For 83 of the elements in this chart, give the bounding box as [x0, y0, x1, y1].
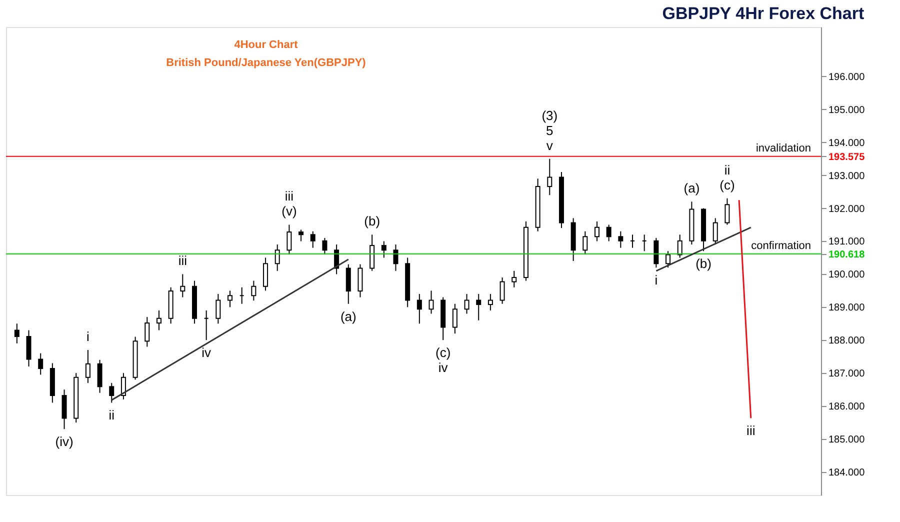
- candlestick: [500, 276, 505, 304]
- y-tick-label: 194.000: [828, 138, 866, 149]
- candlestick: [512, 270, 517, 288]
- candlestick: [464, 293, 470, 314]
- candlestick: [654, 237, 659, 268]
- candlestick: [712, 218, 718, 246]
- candlestick: [62, 389, 67, 430]
- y-tick-label: 186.000: [828, 402, 866, 413]
- candlestick: [120, 372, 126, 400]
- annotation: (v): [282, 204, 297, 219]
- annotation: (a): [684, 180, 700, 196]
- y-tick-label: 188.000: [828, 336, 866, 347]
- chart-title: GBPJPY 4Hr Forex Chart: [662, 4, 864, 23]
- candlestick: [452, 303, 458, 334]
- candlestick: [85, 349, 90, 384]
- annotation: (c): [436, 345, 451, 360]
- candlestick: [393, 244, 398, 272]
- y-tick-label: 187.000: [828, 368, 866, 380]
- candlestick: [180, 274, 186, 298]
- annotation: iv: [202, 345, 212, 360]
- annotation: 4Hour Chart: [234, 39, 298, 51]
- annotation: i: [86, 328, 90, 344]
- candlestick: [322, 237, 328, 255]
- annotation: (3): [542, 108, 558, 123]
- annotation: iii: [178, 253, 188, 268]
- candlestick: [428, 290, 434, 314]
- candlestick: [594, 220, 600, 242]
- candlestick: [263, 257, 268, 292]
- y-tick-label: 195.000: [828, 104, 866, 116]
- annotation: 5: [546, 122, 554, 138]
- annotation: (a): [340, 308, 356, 324]
- candlestick: [109, 382, 114, 404]
- candlestick: [156, 310, 162, 331]
- y-tick-label: 184.000: [828, 467, 866, 478]
- candlestick: [476, 293, 482, 321]
- candlestick: [310, 230, 316, 248]
- y-tick-label: 190.618: [828, 249, 866, 260]
- candlestick: [416, 293, 422, 324]
- candlestick: [251, 280, 256, 302]
- y-tick-label: 189.000: [828, 302, 866, 314]
- ref-line-label: confirmation: [751, 240, 811, 252]
- y-tick-label: 196.000: [828, 72, 866, 83]
- candlestick: [618, 230, 624, 248]
- candlestick: [370, 234, 375, 272]
- y-tick-label: 193.575: [828, 152, 866, 163]
- annotation: ii: [724, 162, 730, 178]
- candlestick: [346, 264, 351, 304]
- candlestick: [216, 293, 221, 324]
- candlestick: [606, 224, 612, 242]
- candlestick: [298, 229, 304, 242]
- candlestick: [274, 244, 280, 272]
- annotation: ii: [108, 408, 115, 423]
- candlestick: [547, 158, 552, 196]
- candlestick: [228, 290, 233, 308]
- annotation: British Pound/Japanese Yen(GBPJPY): [166, 57, 366, 69]
- annotation: (c): [720, 177, 735, 192]
- annotation: iv: [438, 360, 448, 376]
- candlestick: [97, 359, 102, 394]
- y-tick-label: 190.000: [828, 270, 866, 281]
- annotation: v: [546, 138, 554, 153]
- annotation: (b): [696, 256, 712, 272]
- annotation: iii: [746, 423, 756, 438]
- candlestick: [677, 234, 682, 258]
- annotation: (iv): [55, 434, 74, 450]
- annotation: iii: [284, 188, 294, 204]
- candlestick: [358, 264, 363, 298]
- annotation: (b): [364, 214, 380, 229]
- candlestick: [286, 224, 292, 255]
- candlestick: [488, 293, 493, 311]
- candlestick: [381, 240, 386, 258]
- annotation: i: [654, 272, 658, 288]
- candlestick: [26, 330, 32, 367]
- candlestick: [666, 250, 671, 268]
- y-tick-label: 191.000: [828, 236, 866, 248]
- candlestick: [38, 352, 44, 376]
- ref-line-label: invalidation: [756, 142, 811, 154]
- candlestick: [724, 198, 730, 226]
- y-tick-label: 192.000: [828, 204, 866, 215]
- y-tick-label: 185.000: [828, 434, 866, 446]
- candlestick: [14, 323, 20, 344]
- y-tick-label: 193.000: [828, 170, 866, 182]
- candlestick: [582, 230, 588, 255]
- candlestick: [144, 316, 150, 348]
